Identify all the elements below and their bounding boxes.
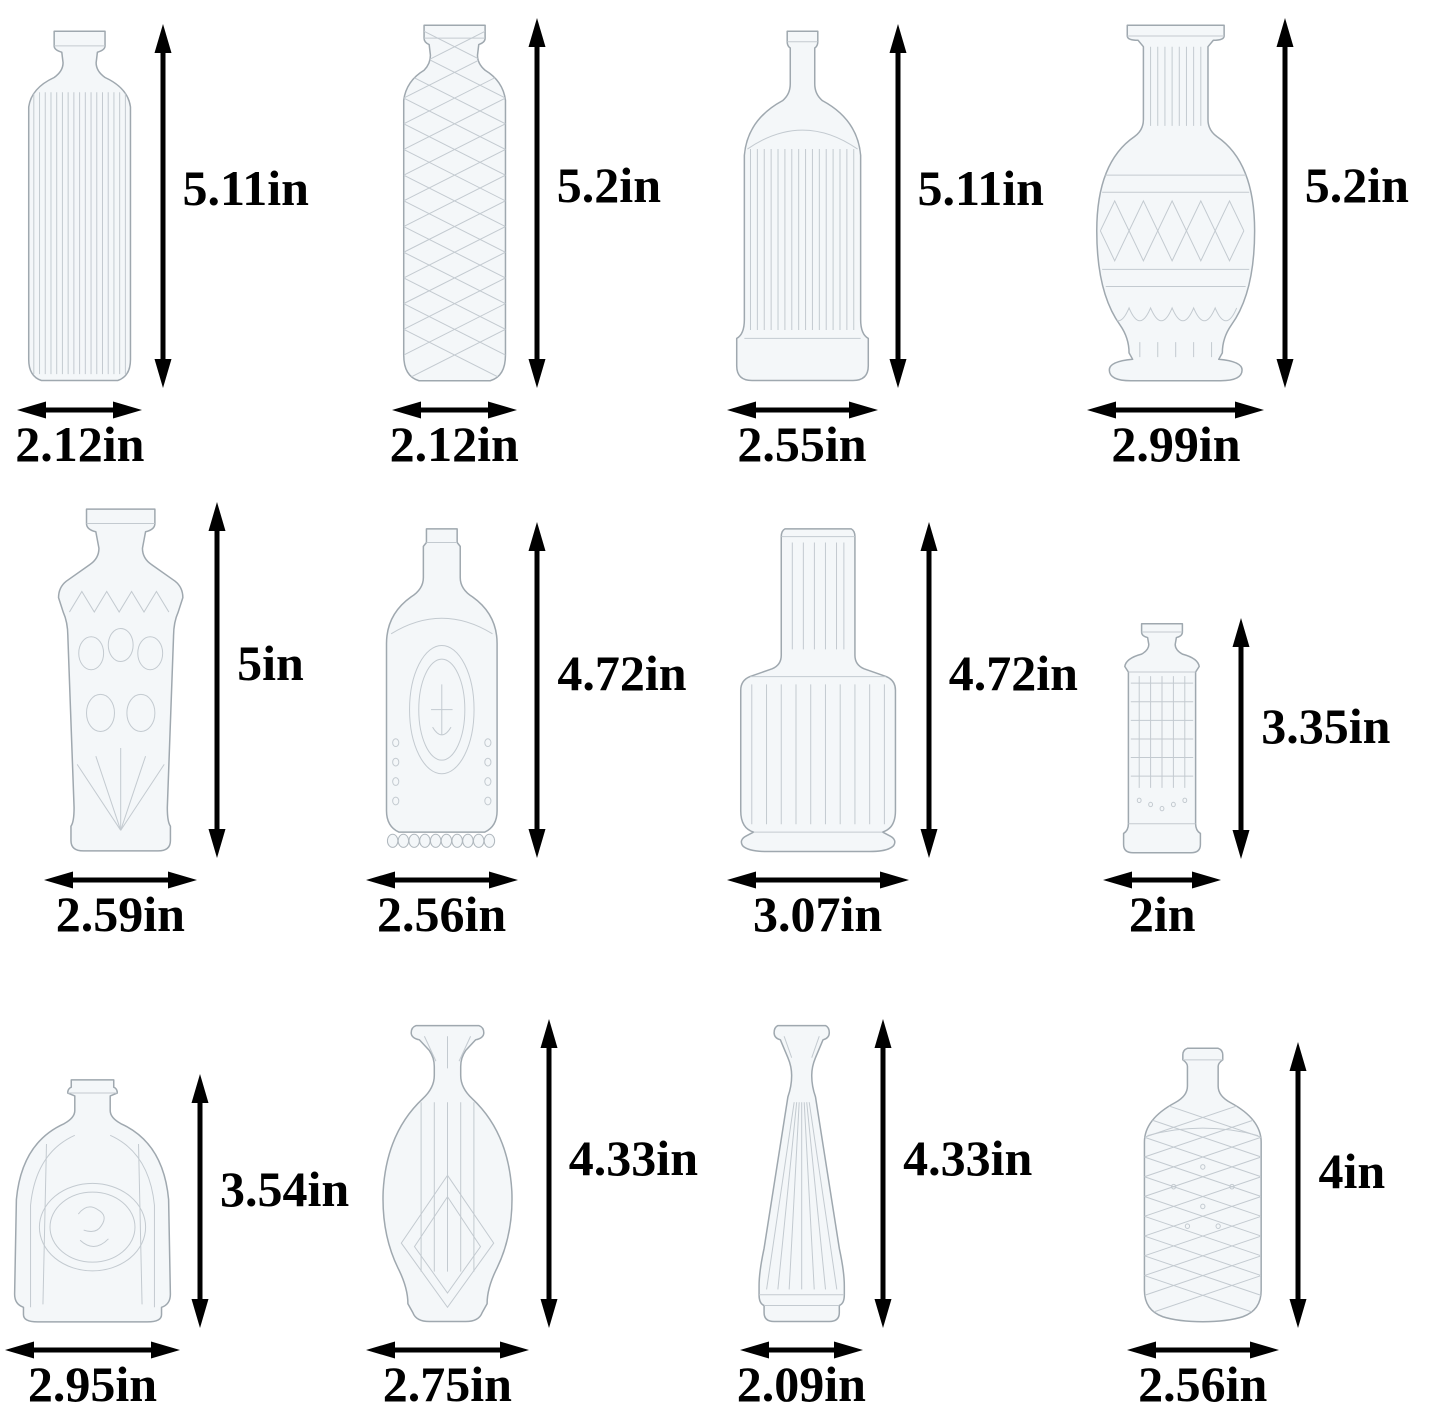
- width-arrow: [726, 401, 878, 419]
- height-label: 3.54in: [220, 1160, 350, 1217]
- faceted-carafe-vase-illustration: [365, 1022, 530, 1325]
- width-label: 2.75in: [382, 1356, 512, 1410]
- width-arrow: [365, 1341, 529, 1359]
- height-arrow: [1276, 18, 1294, 388]
- width-arrow: [17, 401, 143, 419]
- height-arrow: [528, 18, 546, 388]
- height-arrow: [920, 521, 938, 858]
- width-arrow: [5, 1341, 180, 1359]
- width-arrow: [1103, 871, 1222, 889]
- height-arrow: [1232, 617, 1250, 859]
- round-carafe-vase-illustration: [1086, 21, 1265, 385]
- height-label: 4.72in: [557, 645, 687, 702]
- height-label: 5in: [237, 634, 304, 691]
- width-label: 2.95in: [27, 1356, 158, 1410]
- width-arrow: [391, 401, 517, 419]
- height-label: 5.11in: [182, 160, 309, 217]
- width-arrow: [739, 1341, 863, 1359]
- height-label: 3.35in: [1261, 698, 1391, 754]
- vase-figure-1-ribbed-cylinder-bud-vase: 5.11in 2.12in: [0, 0, 361, 470]
- ribbed-bottle-vase-illustration: [726, 27, 879, 385]
- width-arrow: [1126, 1341, 1279, 1359]
- width-label: 2.09in: [736, 1356, 866, 1410]
- width-label: 2.12in: [389, 416, 519, 472]
- width-arrow: [1087, 401, 1265, 419]
- vase-figure-12-lattice-diamond-bottle-vase: 4in 2.56in: [1082, 940, 1443, 1410]
- width-arrow: [726, 871, 909, 889]
- height-arrow: [1289, 1042, 1307, 1328]
- height-arrow: [528, 521, 546, 858]
- height-label: 5.11in: [917, 160, 1044, 217]
- width-label: 3.07in: [752, 886, 883, 942]
- vase-figure-4-fluted-neck-round-carafe-vase: 5.2in 2.99in: [1082, 0, 1443, 470]
- vase-figure-9-cameo-dome-bottle-vase: 3.54in 2.95in: [0, 940, 361, 1410]
- vase-figure-10-faceted-diamond-carafe-vase: 4.33in 2.75in: [361, 940, 722, 1410]
- square-waffle-vase-illustration: [1102, 621, 1222, 856]
- width-arrow: [43, 871, 197, 889]
- vase-figure-8-square-waffle-bottle-vase: 3.35in 2in: [1082, 470, 1443, 940]
- height-label: 4.33in: [568, 1130, 698, 1187]
- width-label: 2.12in: [15, 416, 145, 472]
- height-label: 5.2in: [1304, 156, 1409, 213]
- stepped-cylinder-vase-illustration: [726, 525, 910, 855]
- height-arrow: [540, 1018, 558, 1328]
- width-arrow: [365, 871, 518, 889]
- width-label: 2in: [1128, 886, 1196, 942]
- width-label: 2.56in: [376, 886, 507, 942]
- height-label: 5.2in: [556, 156, 661, 213]
- height-arrow: [154, 24, 171, 389]
- vase-figure-5-hobstar-embossed-square-vase: 5in 2.59in: [0, 470, 361, 940]
- vase-figure-2-diamond-quilted-bottle-vase: 5.2in 2.12in: [361, 0, 722, 470]
- vase-figure-11-pleated-taper-vase: 4.33in 2.09in: [722, 940, 1083, 1410]
- ribbed-cylinder-vase-illustration: [16, 27, 143, 385]
- width-label: 2.56in: [1138, 1356, 1268, 1410]
- height-label: 4.33in: [903, 1130, 1033, 1187]
- height-arrow: [874, 1018, 892, 1328]
- height-arrow: [889, 24, 906, 389]
- vase-figure-3-ribbed-apothecary-bottle-vase: 5.11in 2.55in: [722, 0, 1083, 470]
- width-label: 2.99in: [1111, 416, 1241, 472]
- height-arrow: [191, 1074, 209, 1329]
- lattice-bottle-vase-illustration: [1126, 1045, 1280, 1325]
- pleated-taper-vase-illustration: [739, 1022, 864, 1325]
- dome-cameo-vase-illustration: [4, 1077, 181, 1325]
- height-label: 4in: [1318, 1143, 1386, 1199]
- width-label: 2.55in: [737, 416, 867, 472]
- vase-figure-7-stepped-neck-cylinder-vase: 4.72in 3.07in: [722, 470, 1083, 940]
- medallion-bottle-vase-illustration: [365, 525, 519, 855]
- height-arrow: [208, 502, 226, 858]
- diamond-cylinder-vase-illustration: [391, 21, 518, 385]
- height-label: 4.72in: [948, 645, 1078, 702]
- width-label: 2.59in: [55, 886, 185, 942]
- vase-figure-6-medallion-embossed-bottle-vase: 4.72in 2.56in: [361, 470, 722, 940]
- hobstar-square-vase-illustration: [43, 505, 198, 855]
